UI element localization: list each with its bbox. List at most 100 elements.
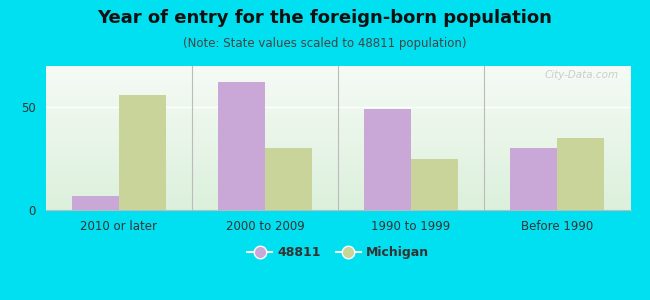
Bar [46,183,630,184]
Bar [46,107,630,108]
Bar [46,97,630,98]
Bar [46,67,630,68]
Bar [46,147,630,148]
Bar [46,203,630,204]
Bar [46,195,630,196]
Bar [46,133,630,134]
Bar [46,81,630,82]
Bar [46,135,630,136]
Bar [46,95,630,96]
Bar [46,113,630,114]
Bar [46,89,630,90]
Bar [46,122,630,123]
Bar [46,75,630,76]
Bar [46,111,630,112]
Bar [46,70,630,71]
Bar [46,83,630,84]
Bar [46,146,630,147]
Bar [46,187,630,188]
Bar [46,162,630,163]
Bar [46,108,630,109]
Bar [411,159,458,210]
Bar [364,109,411,210]
Bar [46,199,630,200]
Bar [46,85,630,86]
Bar [46,144,630,145]
Bar [46,140,630,141]
Bar [46,192,630,193]
Bar [46,138,630,139]
Bar [46,92,630,93]
Bar [46,170,630,171]
Bar [46,99,630,100]
Bar [46,209,630,210]
Text: Year of entry for the foreign-born population: Year of entry for the foreign-born popul… [98,9,552,27]
Bar [46,74,630,75]
Bar [46,136,630,137]
Bar [46,103,630,104]
Bar [46,124,630,125]
Bar [218,82,265,210]
Text: City-Data.com: City-Data.com [545,70,619,80]
Bar [46,148,630,149]
Bar [46,98,630,99]
Bar [46,121,630,122]
Bar [46,142,630,143]
Bar [46,161,630,162]
Bar [46,202,630,203]
Bar [46,112,630,113]
Bar [46,179,630,180]
Bar [46,204,630,205]
Bar [46,134,630,135]
Bar [46,72,630,73]
Bar [46,96,630,97]
Bar [46,101,630,102]
Bar [46,165,630,166]
Bar [46,82,630,83]
Bar [46,141,630,142]
Bar [46,116,630,117]
Bar [46,118,630,119]
Bar [46,132,630,133]
Bar [46,137,630,138]
Bar [46,159,630,160]
Bar [46,126,630,127]
Bar [46,88,630,89]
Bar [46,175,630,176]
Bar [46,71,630,72]
Bar [46,177,630,178]
Bar [46,154,630,155]
Bar [46,207,630,208]
Bar [46,91,630,92]
Bar [46,166,630,167]
Bar [46,151,630,152]
Bar [46,145,630,146]
Bar [46,189,630,190]
Bar [46,174,630,175]
Bar [46,185,630,186]
Bar [46,198,630,199]
Bar [46,143,630,144]
Bar [46,87,630,88]
Legend: 48811, Michigan: 48811, Michigan [242,241,434,264]
Bar [46,181,630,182]
Bar [46,208,630,209]
Bar [46,152,630,153]
Bar [46,102,630,103]
Bar [46,69,630,70]
Bar [46,86,630,87]
Bar [46,78,630,79]
Bar [46,167,630,168]
Bar [46,127,630,128]
Bar [46,184,630,185]
Bar [46,93,630,94]
Bar [46,104,630,105]
Bar [46,180,630,181]
Bar [46,84,630,85]
Bar [46,200,630,201]
Bar [46,182,630,183]
Bar [557,138,604,210]
Bar [46,109,630,110]
Bar [46,173,630,174]
Bar [46,178,630,179]
